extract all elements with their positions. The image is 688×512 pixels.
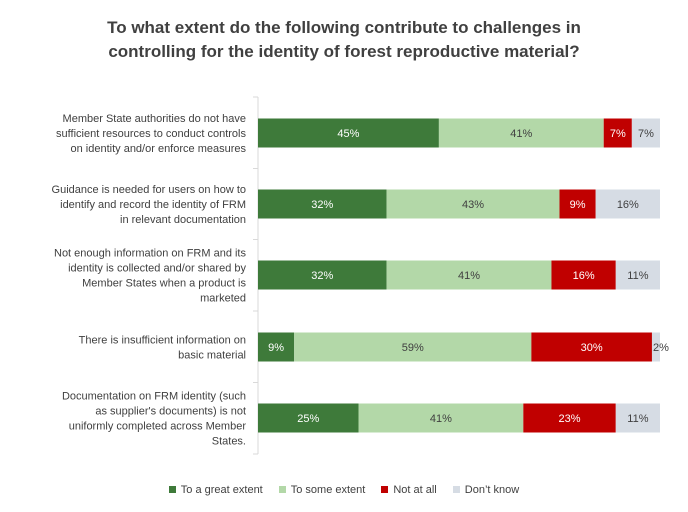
bar-segment [651,332,660,362]
category-label-line: basic material [178,350,246,362]
bar-segment [559,189,596,219]
legend-item: To a great extent [168,484,263,496]
legend-item: To some extent [278,484,366,496]
data-label: 7% [638,128,654,140]
chart-legend: To a great extent To some extent Not at al… [0,484,688,496]
bar-segment [386,189,560,219]
data-label: 41% [510,128,532,140]
bar-segment [551,260,616,290]
data-label: 23% [559,413,581,425]
bar-segment [523,403,616,433]
data-label: 25% [297,413,319,425]
legend-label: To some extent [290,484,366,496]
data-label: 41% [458,270,480,282]
legend-swatch [168,486,176,493]
data-label: 11% [627,270,648,282]
bar-segment [294,332,532,362]
data-label: 2% [653,342,669,354]
data-label: 30% [581,342,603,354]
data-label: 9% [268,342,284,354]
legend-swatch [381,486,389,493]
legend-label: To a great extent [180,484,263,496]
data-label: 41% [430,413,452,425]
category-label: Member State authorities do not have suff… [56,113,246,155]
legend-swatch [278,486,286,493]
data-label: 59% [402,342,424,354]
chart-title-line-1: To what extent do the following contribu… [107,18,581,37]
data-label: 43% [462,199,484,211]
category-label-line: identity is collected and/or shared by [68,263,246,275]
category-label-line: Documentation on FRM identity (such [62,391,246,403]
category-label-line: sufficient resources to conduct controls [56,128,246,140]
data-label: 9% [570,199,586,211]
legend-item: Don’t know [452,484,520,496]
bar-segment [258,403,359,433]
bar-segment [258,260,387,290]
category-label-line: uniformly completed across Member [69,421,247,433]
legend-label: Not at all [393,484,437,496]
bar-segment [386,260,552,290]
category-label-line: marketed [200,293,246,305]
bar-segment [258,189,387,219]
category-label: Not enough information on FRM and its ide… [54,248,246,305]
legend-item: Not at all [381,484,437,496]
category-label: Documentation on FRM identity (such as su… [62,391,246,448]
bar-segment [631,118,660,148]
category-label-line: Guidance is needed for users on how to [52,184,246,196]
bar-segment [358,403,524,433]
data-label: 45% [337,128,359,140]
data-label: 32% [311,270,333,282]
category-label-line: on identity and/or enforce measures [71,143,247,155]
legend-label: Don’t know [464,484,520,496]
category-label-line: in relevant documentation [120,214,246,226]
category-label-line: States. [212,436,246,448]
bar-segment [438,118,604,148]
data-label: 16% [573,270,595,282]
category-label-line: as supplier's documents) is not [95,406,246,418]
bar-segment [595,189,660,219]
bar-segment [615,260,660,290]
bar-segment [531,332,652,362]
category-label: Guidance is needed for users on how to id… [52,184,246,226]
bar-segment [615,403,660,433]
data-label: 32% [311,199,333,211]
bar-segment [258,332,295,362]
category-label-line: Member States when a product is [82,278,246,290]
category-label-line: There is insufficient information on [79,335,246,347]
legend-swatch [452,486,460,493]
category-label-line: identify and record the identity of FRM [60,199,246,211]
bar-segment [258,118,439,148]
category-label-line: Member State authorities do not have [63,113,246,125]
data-label: 11% [627,413,648,425]
data-label: 7% [610,128,626,140]
category-label-line: Not enough information on FRM and its [54,248,246,260]
chart-title: To what extent do the following contribu… [40,16,648,64]
bar-segment [603,118,632,148]
category-label: There is insufficient information on basi… [79,335,246,362]
data-label: 16% [617,199,639,211]
chart-title-line-2: controlling for the identity of forest r… [108,42,580,61]
